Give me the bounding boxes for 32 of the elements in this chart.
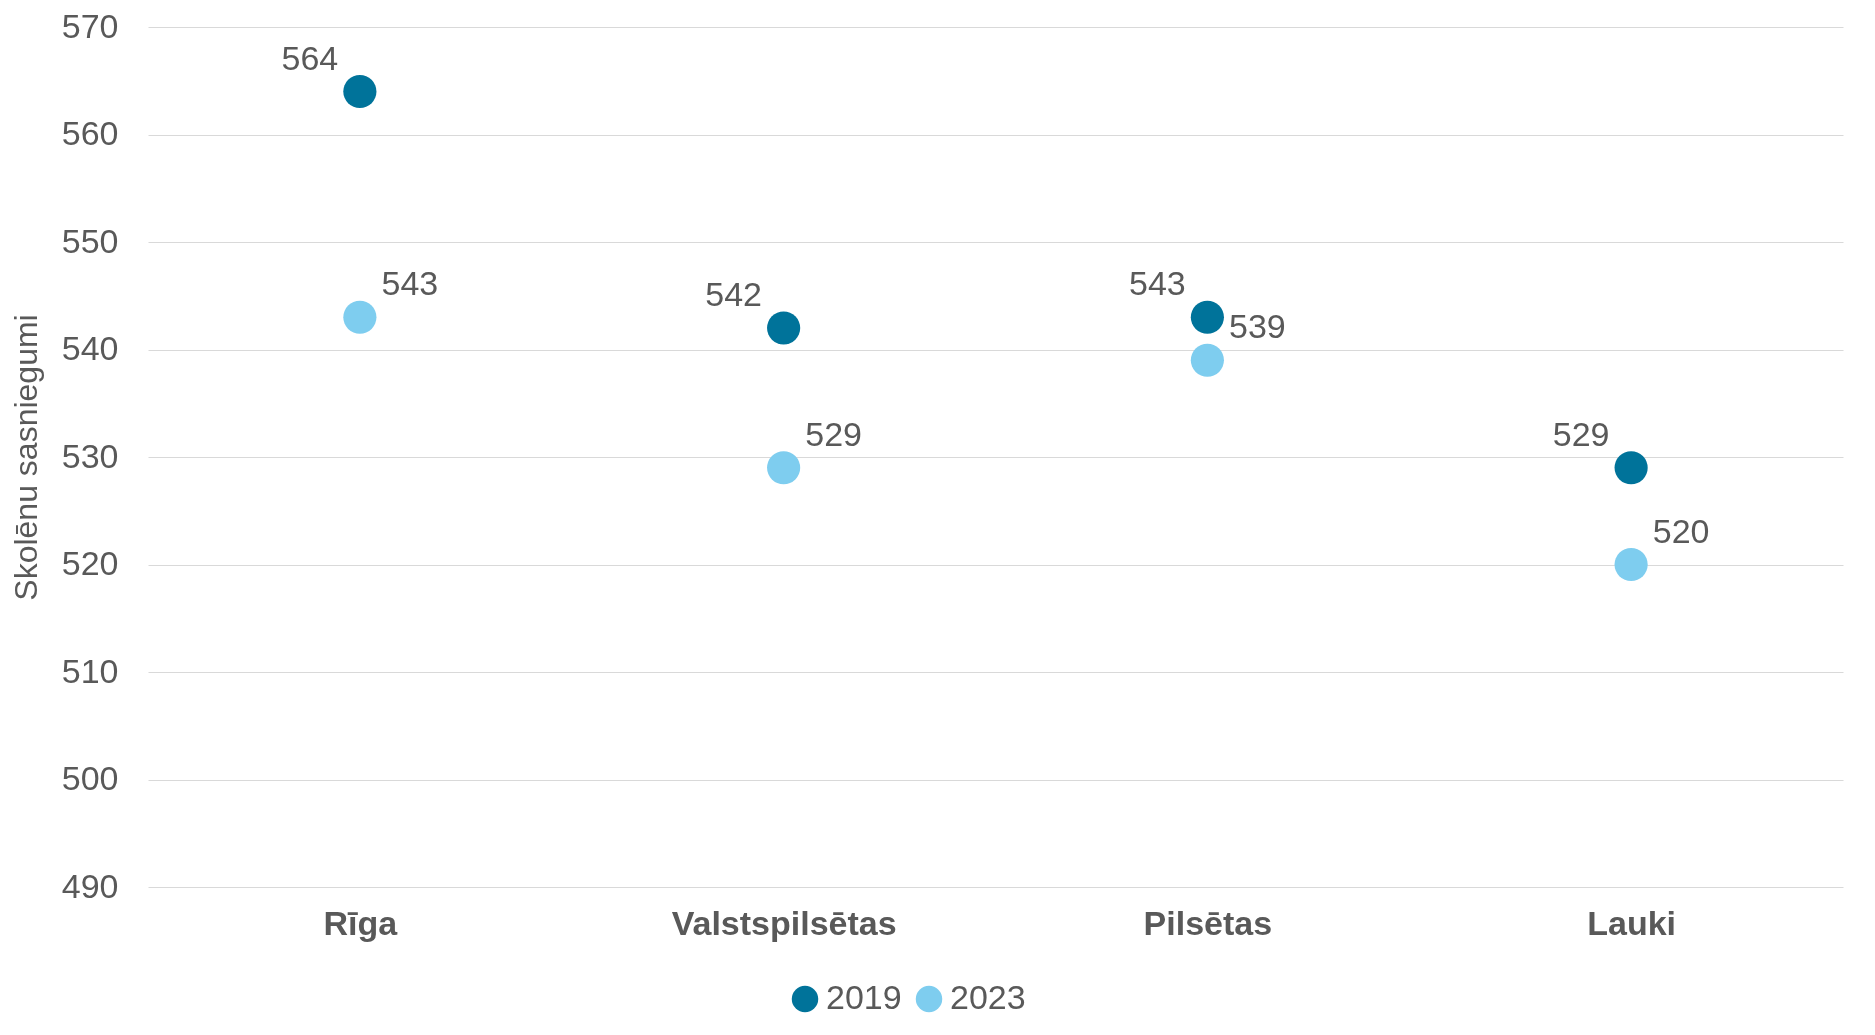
y-tick-label: 510: [61, 651, 119, 690]
y-tick-label: 530: [61, 436, 119, 475]
legend-label: 2023: [950, 978, 1026, 1016]
data-label: 543: [1129, 264, 1186, 303]
point: [1190, 300, 1224, 334]
data-label: 564: [281, 38, 339, 77]
data-label: 520: [1652, 511, 1710, 550]
x-tick-label: Rīga: [323, 903, 399, 942]
y-tick-label: 550: [61, 221, 119, 260]
x-tick-label: Pilsētas: [1143, 903, 1273, 942]
y-tick-label: 540: [61, 329, 119, 367]
x-tick-label: Valstspilsētas: [671, 903, 897, 942]
point: [343, 74, 377, 109]
point: [343, 300, 377, 334]
data-label: 529: [1552, 414, 1610, 453]
data-label: 542: [705, 275, 762, 313]
y-tick-label: 490: [61, 866, 119, 905]
data-label: 529: [805, 414, 862, 453]
point: [1614, 451, 1648, 485]
y-tick-label: 500: [61, 759, 119, 797]
point: [1190, 343, 1224, 377]
y-axis-title: Skolēnu sasniegumi: [7, 314, 44, 601]
y-tick-label: 560: [61, 114, 119, 152]
y-tick-label: 570: [61, 6, 119, 45]
point: [767, 311, 801, 345]
point: [1614, 547, 1648, 582]
y-tick-label: 520: [61, 544, 119, 582]
data-label: 539: [1229, 307, 1286, 346]
data-label: 543: [381, 264, 439, 303]
point: [767, 451, 801, 485]
x-tick-label: Lauki: [1587, 903, 1677, 942]
legend-label: 2019: [826, 978, 902, 1016]
